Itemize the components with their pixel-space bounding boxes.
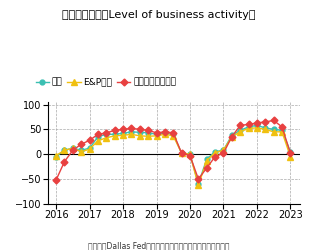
- Text: 企業活動指数（Level of business activity）: 企業活動指数（Level of business activity）: [62, 10, 256, 20]
- Legend: 全体, E&P企業, 石油ガスサービス: 全体, E&P企業, 石油ガスサービス: [32, 74, 180, 90]
- Text: （出所：Dallas Fedより住友商事グローバルリサーチ作成）: （出所：Dallas Fedより住友商事グローバルリサーチ作成）: [88, 241, 230, 250]
